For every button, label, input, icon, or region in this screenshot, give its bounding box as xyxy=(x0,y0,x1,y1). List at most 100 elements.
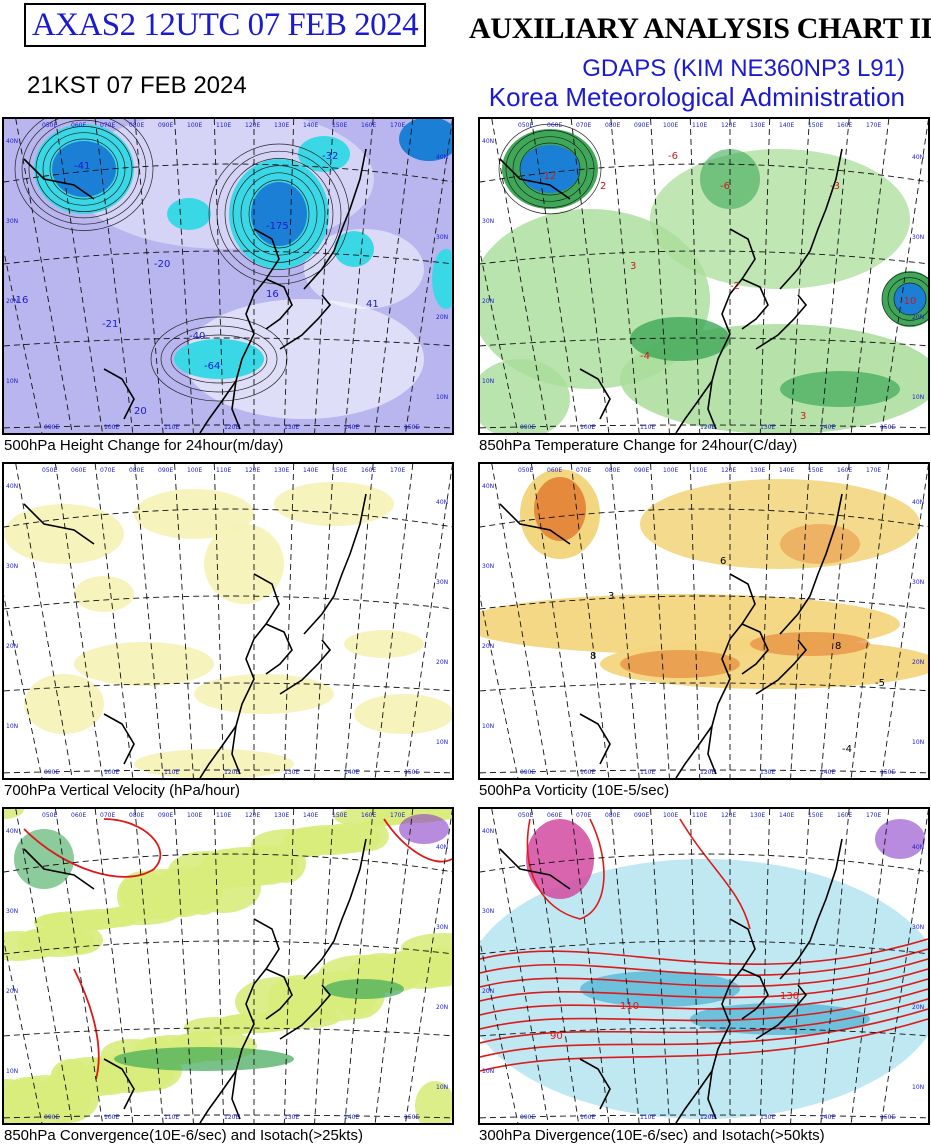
caption-vorticity: 500hPa Vorticity (10E-5/sec) xyxy=(479,782,670,799)
map-panel-temperature-change: 050E 060E 070E 080E 090E 100E 110E 120E 130E 140E… xyxy=(478,117,930,435)
lat-tick-label: 40N xyxy=(436,499,448,506)
strong-vorticity-core xyxy=(780,524,860,564)
lon-tick-label: 160E xyxy=(361,122,376,129)
lon-tick-label: 100E xyxy=(663,812,678,819)
contour-value-label: -21 xyxy=(102,319,118,330)
map-svg: 050E 060E 070E 080E 090E 100E 110E 120E 130E 140E… xyxy=(4,119,452,433)
coastline xyxy=(199,918,280,1123)
longitude-line xyxy=(314,809,334,1123)
lon-tick-label: 150E xyxy=(332,467,347,474)
contour-value-label: -12 xyxy=(540,171,556,182)
convergence-area xyxy=(334,809,410,827)
lat-tick-label: 20N xyxy=(436,1004,448,1011)
lon-tick-label: 140E xyxy=(303,467,318,474)
fall-core xyxy=(399,119,452,161)
isotach-line xyxy=(480,1008,928,1058)
contour-value-label: 6 xyxy=(720,556,726,567)
convergence-area xyxy=(4,931,49,961)
coastline xyxy=(23,503,95,545)
longitude-line xyxy=(134,809,164,1123)
longitude-line xyxy=(134,464,164,778)
lon-tick-label: 120E xyxy=(224,769,239,776)
lon-tick-label: 070E xyxy=(100,467,115,474)
lat-tick-label: 30N xyxy=(436,579,448,586)
lat-tick-label: 30N xyxy=(6,563,18,570)
lon-tick-label: 120E xyxy=(721,467,736,474)
lon-tick-label: 140E xyxy=(303,812,318,819)
contour-value-label: -2 xyxy=(730,281,740,292)
lon-tick-label: 090E xyxy=(44,1114,59,1121)
temperature-contour xyxy=(519,142,581,196)
lon-tick-label: 100E xyxy=(104,1114,119,1121)
isotach-line xyxy=(480,968,928,1002)
contour-value-label: 2 xyxy=(600,181,606,192)
contour-value-label: -40 xyxy=(189,331,205,342)
lat-tick-label: 30N xyxy=(6,908,18,915)
lon-tick-label: 070E xyxy=(576,122,591,129)
lon-tick-label: 120E xyxy=(224,424,239,431)
longitude-line xyxy=(850,119,890,433)
longitude-line xyxy=(689,119,701,433)
coastline xyxy=(755,639,808,695)
latitude-line xyxy=(480,163,928,183)
lon-tick-label: 160E xyxy=(837,812,852,819)
longitude-line xyxy=(689,809,701,1123)
temperature-contour xyxy=(893,282,927,316)
lon-tick-label: 140E xyxy=(820,424,835,431)
longitude-line xyxy=(283,119,295,433)
latitude-line xyxy=(480,337,928,347)
lat-tick-label: 10N xyxy=(482,1068,494,1075)
lon-tick-label: 100E xyxy=(580,769,595,776)
lon-tick-label: 170E xyxy=(390,812,405,819)
lat-tick-label: 40N xyxy=(436,844,448,851)
longitude-line xyxy=(881,464,928,778)
longitude-line xyxy=(480,939,519,1123)
convergence-area xyxy=(251,829,327,859)
chart-id: AXAS2 12UTC 07 FEB 2024 xyxy=(31,6,419,43)
lat-tick-label: 10N xyxy=(6,378,18,385)
lon-tick-label: 110E xyxy=(164,1114,179,1121)
lat-tick-label: 40N xyxy=(482,483,494,490)
lon-tick-label: 110E xyxy=(216,812,231,819)
local-time: 21KST 07 FEB 2024 xyxy=(27,72,247,99)
coastline xyxy=(675,918,756,1123)
lon-tick-label: 120E xyxy=(721,122,736,129)
lon-tick-label: 130E xyxy=(284,1114,299,1121)
lat-tick-label: 40N xyxy=(6,138,18,145)
strong-change-area xyxy=(630,317,730,361)
ascent-area xyxy=(4,504,124,564)
caption-convergence: 850hPa Convergence(10E-6/sec) and Isotac… xyxy=(4,1127,363,1144)
lon-tick-label: 130E xyxy=(284,769,299,776)
lon-tick-label: 150E xyxy=(332,122,347,129)
lon-tick-label: 100E xyxy=(580,1114,595,1121)
lon-tick-label: 130E xyxy=(274,467,289,474)
longitude-line xyxy=(174,119,194,433)
height-contour xyxy=(240,172,318,256)
contour-value-label: 110 xyxy=(620,1001,639,1012)
ascent-area xyxy=(194,674,334,714)
convergence-area xyxy=(50,1059,90,1099)
lon-tick-label: 140E xyxy=(779,467,794,474)
lat-tick-label: 40N xyxy=(6,483,18,490)
convergence-area xyxy=(4,1079,45,1123)
contour-value-label: -4 xyxy=(842,744,852,755)
coastline xyxy=(755,294,808,350)
contour-value-label: -20 xyxy=(154,259,170,270)
map-svg: 050E 060E 070E 080E 090E 100E 110E 120E 130E 140E… xyxy=(480,464,928,778)
latitude-line xyxy=(4,1027,452,1037)
temperature-contour xyxy=(887,277,928,321)
latitude-line xyxy=(4,595,452,610)
map-panel-divergence: 050E 060E 070E 080E 090E 100E 110E 120E 130E 140E… xyxy=(478,807,930,1125)
lat-tick-label: 40N xyxy=(912,499,924,506)
lon-tick-label: 100E xyxy=(580,424,595,431)
lat-tick-label: 30N xyxy=(912,234,924,241)
lat-tick-label: 10N xyxy=(436,739,448,746)
height-contour xyxy=(170,334,268,384)
lon-tick-label: 140E xyxy=(779,812,794,819)
height-contour xyxy=(160,325,278,393)
lat-tick-label: 10N xyxy=(912,739,924,746)
lon-tick-label: 130E xyxy=(274,812,289,819)
lon-tick-label: 120E xyxy=(245,467,260,474)
lon-tick-label: 050E xyxy=(42,122,57,129)
lon-tick-label: 110E xyxy=(216,467,231,474)
